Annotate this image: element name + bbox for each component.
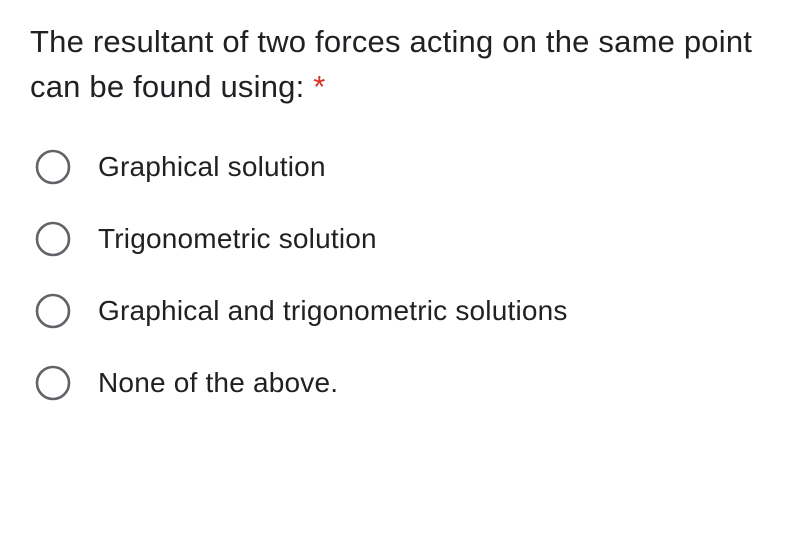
radio-icon[interactable]: [34, 220, 72, 258]
radio-icon[interactable]: [34, 148, 72, 186]
question-block: The resultant of two forces acting on th…: [30, 20, 770, 402]
option-graphical-and-trig[interactable]: Graphical and trigonometric solutions: [34, 292, 770, 330]
question-text: The resultant of two forces acting on th…: [30, 20, 770, 110]
option-graphical[interactable]: Graphical solution: [34, 148, 770, 186]
question-text-content: The resultant of two forces acting on th…: [30, 24, 752, 104]
option-label: None of the above.: [98, 367, 338, 399]
options-group: Graphical solution Trigonometric solutio…: [30, 148, 770, 402]
option-label: Trigonometric solution: [98, 223, 377, 255]
option-label: Graphical solution: [98, 151, 326, 183]
option-none[interactable]: None of the above.: [34, 364, 770, 402]
radio-icon[interactable]: [34, 364, 72, 402]
option-trigonometric[interactable]: Trigonometric solution: [34, 220, 770, 258]
required-asterisk: *: [313, 69, 325, 104]
option-label: Graphical and trigonometric solutions: [98, 295, 568, 327]
radio-icon[interactable]: [34, 292, 72, 330]
